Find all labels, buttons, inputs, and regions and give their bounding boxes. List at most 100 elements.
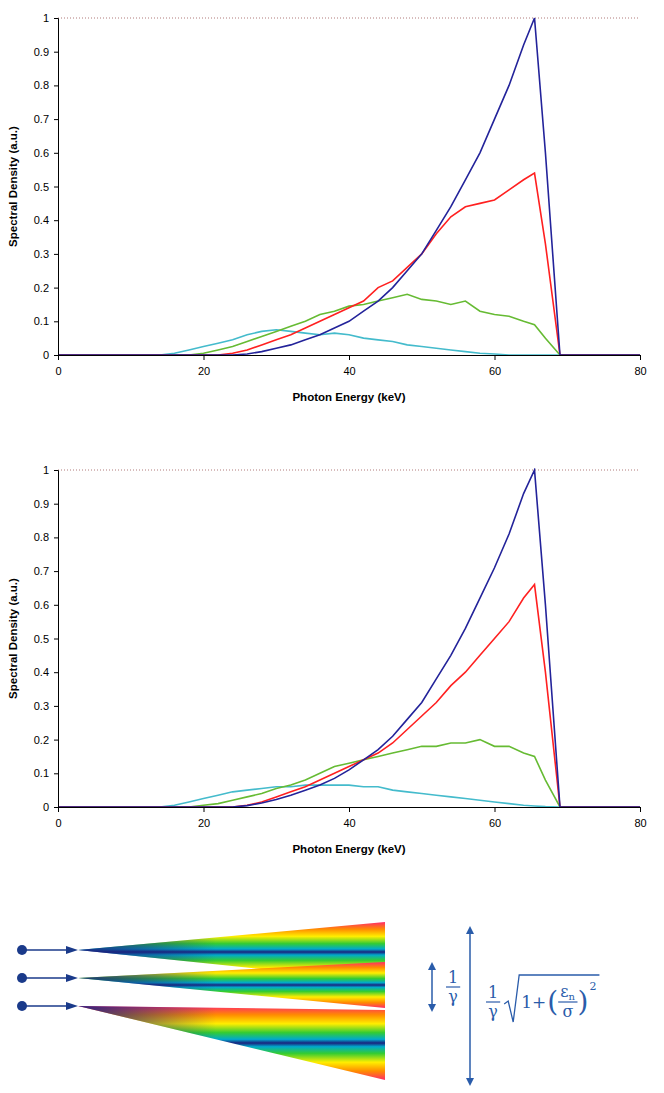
tick-mark — [54, 773, 58, 774]
tick-label: 0.7 — [34, 113, 49, 125]
y-tick: 0.3 — [34, 700, 58, 712]
y-tick: 0.7 — [34, 565, 58, 577]
electron-path — [22, 1005, 68, 1007]
tick-label: 0 — [43, 801, 49, 813]
fraction-bar — [558, 1001, 577, 1002]
y-tick: 0.6 — [34, 147, 58, 159]
tick-label: 40 — [343, 365, 355, 377]
y-axis: 00.10.20.30.40.50.60.70.80.91 — [34, 12, 59, 361]
x-axis-line — [59, 808, 641, 813]
data-line — [58, 785, 640, 807]
tick-mark — [54, 187, 58, 188]
plot-area — [58, 470, 640, 807]
tick-mark — [54, 740, 58, 741]
formula-text: σ — [562, 1002, 573, 1021]
y-tick: 0.2 — [34, 282, 58, 294]
x-tick: 60 — [489, 807, 501, 829]
tick-label: 0.7 — [34, 565, 49, 577]
dimension-arrow — [431, 968, 433, 1006]
x-tick: 20 — [198, 807, 210, 829]
formula-text: 1 — [488, 983, 498, 1002]
tick-label: 1 — [43, 12, 49, 24]
arrowhead — [428, 1004, 436, 1012]
tick-label: 1 — [43, 464, 49, 476]
tick-mark — [54, 355, 58, 356]
radiation-cone — [78, 1006, 385, 1080]
tick-mark — [640, 807, 641, 812]
plot-top-border — [58, 18, 640, 19]
electron — [17, 1001, 27, 1011]
y-tick: 0.8 — [34, 79, 58, 91]
formula-text: 1 — [448, 968, 458, 987]
y-axis-line — [54, 19, 59, 356]
tick-mark — [204, 807, 205, 812]
y-tick: 0.9 — [34, 498, 58, 510]
tick-label: 0 — [55, 817, 61, 829]
electron — [17, 945, 27, 955]
tick-label: 60 — [489, 365, 501, 377]
tick-label: 0.5 — [34, 633, 49, 645]
chart-panel: 02040608000.10.20.30.40.50.60.70.80.91Ph… — [7, 12, 647, 403]
data-line — [58, 470, 640, 807]
radical-sign — [504, 975, 599, 1022]
tick-mark — [640, 355, 641, 360]
y-tick: 0.7 — [34, 113, 58, 125]
page: 0 20 40 60 80 0 0.1 0.2 0.3 0.4 0.5 0.6 0.7 0.8 0.9 1 Ph… — [0, 0, 664, 1093]
tick-mark — [349, 807, 350, 812]
tick-label: 0.9 — [34, 498, 49, 510]
plot-top-border — [58, 470, 640, 471]
y-tick: 0.5 — [34, 181, 58, 193]
tick-mark — [54, 18, 58, 19]
tick-label: 80 — [634, 365, 646, 377]
arrowhead — [428, 962, 436, 970]
radiation-cone-shade — [78, 962, 385, 1008]
electron-path — [22, 949, 68, 951]
radiation-cone — [78, 962, 385, 1008]
x-tick: 0 — [55, 355, 61, 377]
tick-mark — [54, 254, 58, 255]
plot-area — [58, 18, 640, 355]
tick-label: 20 — [198, 365, 210, 377]
y-tick: 0.3 — [34, 248, 58, 260]
tick-label: 0.8 — [34, 531, 49, 543]
tick-mark — [495, 807, 496, 812]
tick-mark — [54, 504, 58, 505]
tick-label: 0.8 — [34, 79, 49, 91]
dimension-arrow — [469, 932, 471, 1080]
tick-label: 0.1 — [34, 767, 49, 779]
y-tick: 1 — [43, 464, 58, 476]
formula-text: γ — [488, 1002, 498, 1021]
x-axis: 0 20 40 60 80 — [55, 355, 646, 377]
formula-text: 1+ — [521, 992, 546, 1012]
tick-mark — [54, 119, 58, 120]
fraction-bar — [486, 1001, 500, 1002]
x-tick: 80 — [634, 807, 646, 829]
tick-mark — [54, 605, 58, 606]
x-tick: 40 — [343, 355, 355, 377]
tick-label: 0 — [43, 349, 49, 361]
electron-arrowhead — [66, 1002, 78, 1010]
data-line — [58, 18, 640, 355]
y-axis-title: Spectral Density (a.u.) — [7, 578, 19, 699]
x-tick: 20 — [198, 355, 210, 377]
tick-label: 0.2 — [34, 282, 49, 294]
tick-label: 0.3 — [34, 700, 49, 712]
radiation-cone-shade — [78, 1006, 385, 1080]
tick-mark — [54, 153, 58, 154]
y-tick: 0.4 — [34, 214, 58, 226]
data-line — [58, 330, 640, 355]
y-tick: 0.9 — [34, 46, 58, 58]
data-line — [58, 740, 640, 807]
tick-label: 20 — [198, 817, 210, 829]
y-tick: 1 — [43, 12, 58, 24]
tick-label: 0.6 — [34, 599, 49, 611]
tick-mark — [54, 672, 58, 673]
tick-label: 0.5 — [34, 181, 49, 193]
tick-label: 80 — [634, 817, 646, 829]
formula-text: n — [568, 991, 575, 1002]
tick-label: 0.4 — [34, 666, 49, 678]
y-tick: 0.4 — [34, 666, 58, 678]
x-tick: 80 — [634, 355, 646, 377]
y-tick: 0.8 — [34, 531, 58, 543]
x-axis-title: Photon Energy (keV) — [292, 843, 405, 855]
